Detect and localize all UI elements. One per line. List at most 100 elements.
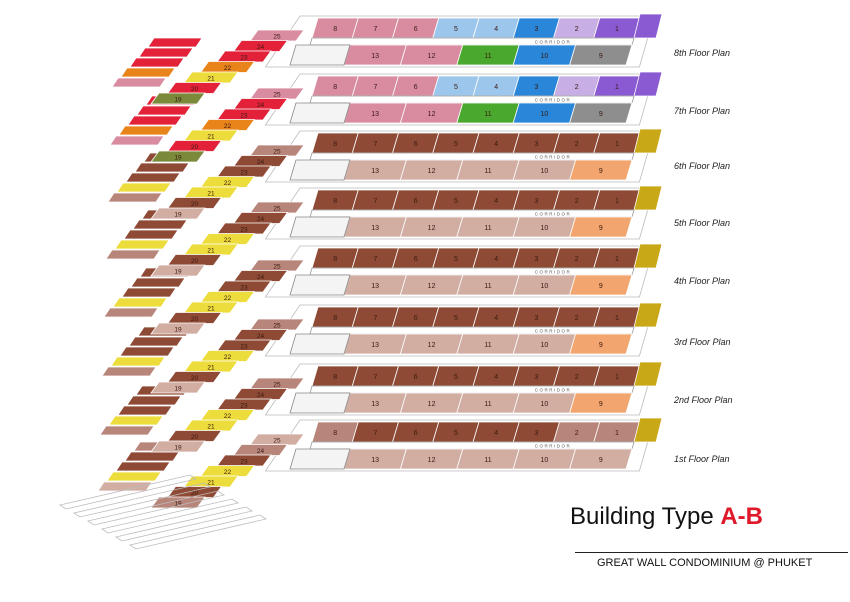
- floor-2-unit-1-number: 1: [615, 374, 619, 381]
- floor-7-wing-unit-20: [166, 140, 223, 152]
- floor-6-unit-9: [569, 159, 633, 181]
- floor-7-wing-unit-20-number: 20: [191, 144, 199, 151]
- floor-7-unit-9: [569, 102, 633, 124]
- floor-1-outer-wing-unit-4: [106, 471, 162, 482]
- floor-4-unit-8-number: 8: [333, 256, 337, 263]
- building-type-title: Building Type A-B: [570, 503, 763, 531]
- floor-4-wing-unit-25-number: 25: [273, 264, 281, 271]
- floor-6-unit-12-number: 12: [428, 168, 436, 175]
- floor-4-unit-9: [569, 274, 633, 296]
- floor-2-unit-3-number: 3: [534, 374, 538, 381]
- floor-7-unit-10-number: 10: [540, 111, 548, 118]
- floor-4-corridor: [309, 267, 635, 276]
- floor-5-unit-1-number: 1: [615, 198, 619, 205]
- floor-3-unit-7-number: 7: [373, 315, 377, 322]
- floor-6-wing-unit-22-number: 22: [224, 180, 232, 187]
- floor-6-wing-unit-23-number: 23: [240, 170, 248, 177]
- floor-1-wing-unit-20-number: 20: [191, 490, 199, 497]
- floor-8-corridor-label: CORRIDOR: [535, 40, 572, 45]
- floor-5-unit-10-number: 10: [540, 225, 548, 232]
- floor-3-wing-unit-23-number: 23: [240, 344, 248, 351]
- floor-6-corridor: [309, 152, 635, 161]
- floor-6-unit-7-number: 7: [373, 141, 377, 148]
- floor-5-wing-unit-25: [249, 201, 305, 214]
- floor-5-unit-6-number: 6: [414, 198, 418, 205]
- floor-6-wing-unit-23: [216, 165, 272, 178]
- floor-4-unit-10-number: 10: [540, 283, 548, 290]
- floor-5-wing-unit-24-number: 24: [257, 216, 265, 223]
- floor-7-unit-11-number: 11: [484, 111, 491, 118]
- floor-5-corridor-label: CORRIDOR: [535, 212, 572, 217]
- floor-5-wing-unit-20-number: 20: [191, 258, 199, 265]
- floor-1-outer-wing-unit-2: [124, 451, 180, 462]
- floor-6-wing-unit-19-number: 19: [174, 212, 182, 219]
- floor-7-outer-wing-unit-2: [136, 105, 192, 116]
- floor-1-wing-unit-24-number: 24: [257, 448, 265, 455]
- floor-7-unit-5-number: 5: [454, 84, 458, 91]
- floor-8-outer-wing-unit-5: [111, 77, 167, 88]
- floor-5-corridor: [309, 209, 635, 218]
- floor-5-unit-9: [569, 216, 633, 238]
- floor-4-unit-5-number: 5: [454, 256, 458, 263]
- floor-2-unit-5-number: 5: [454, 374, 458, 381]
- floor-label-7: 7th Floor Plan: [674, 106, 731, 116]
- floor-5-lobby: [289, 216, 351, 238]
- floor-1-unit-3-number: 3: [534, 430, 538, 437]
- floor-3-unit-2-number: 2: [575, 315, 579, 322]
- floor-5-wing-unit-22-number: 22: [224, 237, 232, 244]
- floor-6-wing-unit-21-number: 21: [207, 191, 215, 198]
- floor-3-unit-1-number: 1: [615, 315, 619, 322]
- floor-8-unit-4-number: 4: [494, 26, 498, 33]
- floor-8-wing-unit-20: [166, 82, 223, 94]
- floor-5-unit-5-number: 5: [454, 198, 458, 205]
- floor-1-wing-unit-19-number: 19: [174, 501, 182, 508]
- title-divider: [575, 552, 848, 553]
- foundation-outline-5: [115, 506, 253, 542]
- floor-4-unit-4-number: 4: [494, 256, 498, 263]
- floor-4-wing-unit-21: [183, 301, 239, 314]
- floor-7-wing-unit-19-number: 19: [174, 155, 182, 162]
- floor-8-wing-unit-22: [199, 61, 256, 73]
- floor-4-wing-unit-24-number: 24: [257, 274, 265, 281]
- floor-2-outer-wing-unit-2: [126, 395, 182, 406]
- floor-7-corridor-label: CORRIDOR: [535, 98, 572, 103]
- floor-6-unit-9-number: 9: [599, 168, 603, 175]
- floor-4-wing-unit-23: [216, 280, 272, 293]
- floor-4-wing-unit-19-number: 19: [174, 327, 182, 334]
- floor-8-wing-unit-25: [249, 29, 305, 42]
- floor-7-unit-13-number: 13: [371, 111, 379, 118]
- floor-8-outer-wing-unit-1: [147, 37, 203, 48]
- floor-7-unit-6-number: 6: [414, 84, 418, 91]
- floor-3-outer-wing-unit-4: [110, 356, 166, 367]
- floor-5-wing-unit-21: [183, 243, 239, 256]
- floor-4-unit-2-number: 2: [575, 256, 579, 263]
- floor-8-unit-6-number: 6: [414, 26, 418, 33]
- floor-5-wing-unit-19-number: 19: [174, 269, 182, 276]
- floor-1-end-unit: [633, 417, 663, 443]
- floor-3-unit-10-number: 10: [540, 342, 548, 349]
- floor-5-unit-3-number: 3: [534, 198, 538, 205]
- floor-5-wing-unit-22: [199, 233, 256, 245]
- floor-2-unit-9: [569, 392, 633, 414]
- floor-6-unit-11-number: 11: [484, 168, 491, 175]
- floor-3-wing-unit-20: [166, 371, 223, 383]
- floor-1-unit-7-number: 7: [373, 430, 377, 437]
- floor-2-unit-9-number: 9: [599, 401, 603, 408]
- floor-2-wing-unit-19: [150, 440, 206, 453]
- floor-1-outer-wing-unit-5: [97, 481, 153, 492]
- foundation-outline-6: [129, 514, 267, 550]
- floor-1-lobby: [289, 448, 351, 470]
- floor-4-wing-unit-22: [199, 291, 256, 303]
- floor-label-6: 6th Floor Plan: [674, 161, 731, 171]
- floor-7-unit-4-number: 4: [494, 84, 498, 91]
- floor-2-outer-wing-unit-5: [99, 425, 155, 436]
- floor-6-unit-2-number: 2: [575, 141, 579, 148]
- floor-7-wing-unit-22: [199, 119, 256, 131]
- floor-6-unit-4-number: 4: [494, 141, 498, 148]
- floor-8-corridor: [309, 37, 635, 46]
- floor-2-wing-unit-24-number: 24: [257, 392, 265, 399]
- floor-4-unit-13-number: 13: [371, 283, 379, 290]
- floor-4-wing-unit-20-number: 20: [191, 316, 199, 323]
- floor-3-wing-unit-24-number: 24: [257, 333, 265, 340]
- floor-2-wing-unit-23-number: 23: [240, 403, 248, 410]
